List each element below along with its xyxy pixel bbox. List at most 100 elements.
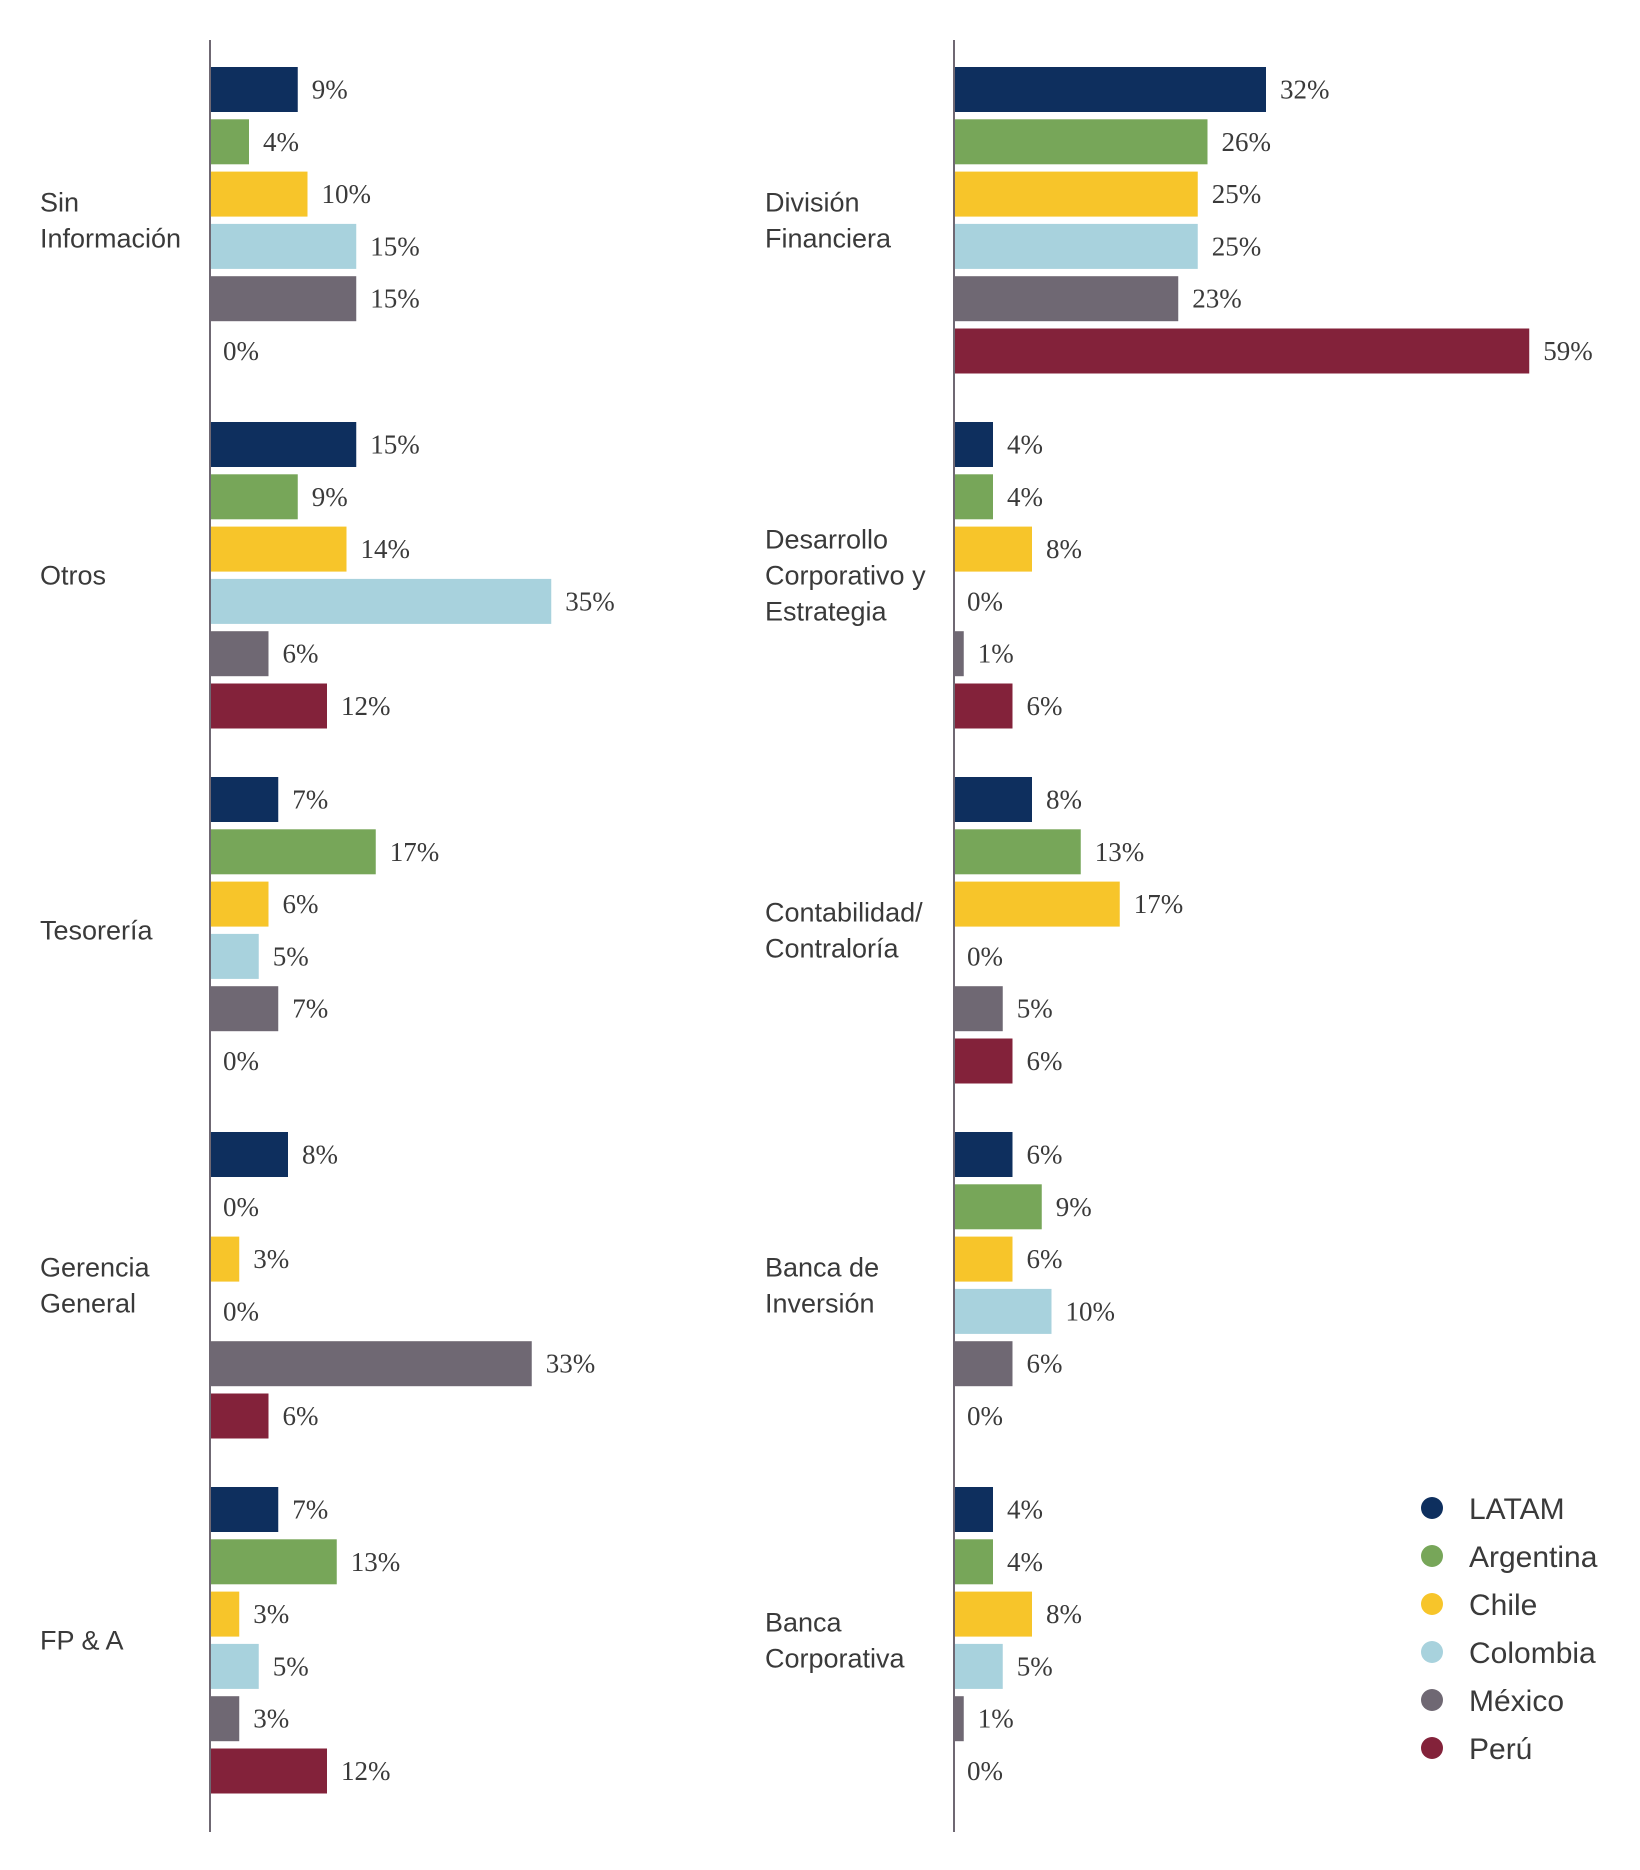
data-label: 17% bbox=[390, 837, 440, 867]
data-label: 6% bbox=[283, 889, 319, 919]
data-label: 0% bbox=[223, 336, 259, 366]
bar-latam bbox=[954, 777, 1032, 822]
category-label: Contabilidad/Contraloría bbox=[765, 897, 923, 963]
data-label: 6% bbox=[283, 639, 319, 669]
data-label: 26% bbox=[1222, 127, 1272, 157]
legend-marker bbox=[1421, 1497, 1443, 1519]
category-label: Otros bbox=[40, 560, 106, 590]
data-label: 4% bbox=[1007, 1495, 1043, 1525]
bar-chile bbox=[954, 1591, 1032, 1637]
legend-marker bbox=[1421, 1641, 1443, 1663]
bar-méxico bbox=[954, 1696, 964, 1742]
data-label: 15% bbox=[370, 231, 420, 261]
data-label: 0% bbox=[967, 1756, 1003, 1786]
legend-label: Chile bbox=[1469, 1589, 1537, 1622]
category-label: Tesorería bbox=[40, 915, 154, 945]
bar-méxico bbox=[210, 1341, 532, 1387]
data-label: 5% bbox=[1017, 994, 1053, 1024]
data-label: 5% bbox=[273, 1651, 309, 1681]
bar-latam bbox=[210, 67, 298, 112]
bar-méxico bbox=[210, 1696, 240, 1742]
legend-marker bbox=[1421, 1545, 1443, 1567]
data-label: 14% bbox=[361, 534, 411, 564]
data-label: 13% bbox=[1095, 837, 1145, 867]
data-label: 23% bbox=[1192, 284, 1242, 314]
legend-label: Colombia bbox=[1469, 1637, 1596, 1670]
data-label: 6% bbox=[1027, 1046, 1063, 1076]
bar-chile bbox=[210, 881, 269, 927]
category-label: División Financiera bbox=[765, 187, 892, 253]
category-label-line: General bbox=[40, 1288, 136, 1318]
bar-argentina bbox=[210, 829, 376, 875]
data-label: 25% bbox=[1212, 179, 1262, 209]
legend-label: Argentina bbox=[1469, 1541, 1598, 1574]
category-label: Banca Corporativa bbox=[765, 1607, 906, 1673]
bar-colombia bbox=[954, 223, 1198, 269]
bar-chile bbox=[954, 881, 1120, 927]
data-label: 6% bbox=[1027, 1140, 1063, 1170]
category-label-line: Otros bbox=[40, 560, 106, 590]
data-label: 59% bbox=[1543, 336, 1593, 366]
data-label: 8% bbox=[1046, 534, 1082, 564]
bar-chile bbox=[954, 171, 1198, 217]
data-label: 9% bbox=[1056, 1192, 1092, 1222]
bar-méxico bbox=[210, 631, 269, 677]
bar-colombia bbox=[954, 1643, 1003, 1689]
data-label: 6% bbox=[1027, 1349, 1063, 1379]
bar-perú bbox=[954, 1038, 1013, 1084]
data-label: 9% bbox=[312, 482, 348, 512]
bar-latam bbox=[210, 777, 279, 822]
data-label: 35% bbox=[565, 586, 615, 616]
data-label: 3% bbox=[253, 1599, 289, 1629]
category-label-line: Inversión bbox=[765, 1288, 875, 1318]
bar-latam bbox=[954, 1487, 993, 1532]
data-label: 1% bbox=[978, 639, 1014, 669]
data-label: 32% bbox=[1280, 75, 1330, 105]
category-label-line: División bbox=[765, 187, 860, 217]
category-label-line: FP & A bbox=[40, 1625, 124, 1655]
bar-chile bbox=[210, 171, 308, 217]
bar-argentina bbox=[210, 1539, 337, 1585]
bar-argentina bbox=[954, 119, 1208, 165]
data-label: 5% bbox=[273, 941, 309, 971]
bar-perú bbox=[210, 1748, 327, 1794]
bar-chile bbox=[210, 526, 347, 572]
bar-argentina bbox=[954, 474, 993, 520]
data-label: 0% bbox=[967, 1401, 1003, 1431]
bar-méxico bbox=[954, 986, 1003, 1032]
data-label: 17% bbox=[1134, 889, 1184, 919]
data-label: 12% bbox=[341, 1756, 391, 1786]
data-label: 10% bbox=[322, 179, 372, 209]
data-label: 7% bbox=[292, 785, 328, 815]
data-label: 10% bbox=[1066, 1296, 1116, 1326]
legend-marker bbox=[1421, 1593, 1443, 1615]
bar-méxico bbox=[954, 631, 964, 677]
data-label: 0% bbox=[223, 1192, 259, 1222]
bar-argentina bbox=[954, 829, 1081, 875]
data-label: 9% bbox=[312, 75, 348, 105]
category-label-line: Gerencia bbox=[40, 1252, 151, 1282]
bar-chile bbox=[210, 1591, 240, 1637]
bar-méxico bbox=[954, 1341, 1013, 1387]
data-label: 3% bbox=[253, 1244, 289, 1274]
bar-méxico bbox=[954, 276, 1179, 322]
data-label: 6% bbox=[283, 1401, 319, 1431]
data-label: 1% bbox=[978, 1704, 1014, 1734]
bar-perú bbox=[954, 328, 1530, 374]
bar-argentina bbox=[210, 474, 298, 520]
data-label: 4% bbox=[1007, 430, 1043, 460]
legend-label: Perú bbox=[1469, 1733, 1532, 1766]
data-label: 12% bbox=[341, 691, 391, 721]
data-label: 0% bbox=[967, 586, 1003, 616]
bar-argentina bbox=[954, 1539, 993, 1585]
bar-latam bbox=[954, 67, 1266, 112]
data-label: 4% bbox=[263, 127, 299, 157]
bar-colombia bbox=[210, 1643, 259, 1689]
data-label: 0% bbox=[967, 941, 1003, 971]
bar-chile bbox=[954, 1236, 1013, 1282]
data-label: 4% bbox=[1007, 482, 1043, 512]
data-label: 7% bbox=[292, 994, 328, 1024]
category-label-line: Corporativa bbox=[765, 1643, 906, 1673]
bar-colombia bbox=[210, 578, 552, 624]
